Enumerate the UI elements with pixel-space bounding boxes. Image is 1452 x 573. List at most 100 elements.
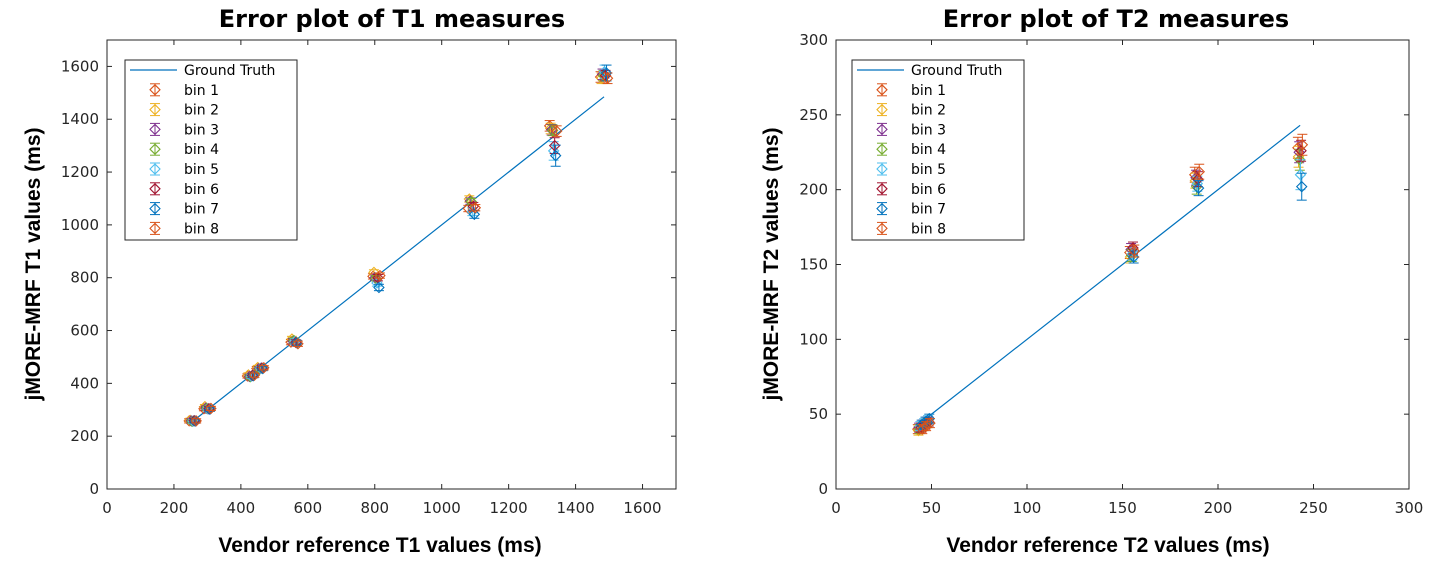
t1-diamond-marker (373, 281, 385, 294)
t1-legend-marker (149, 123, 161, 136)
t1-legend-marker (149, 163, 161, 175)
t1-x-tick-label: 400 (227, 499, 256, 517)
t1-diamond-marker (600, 67, 613, 79)
t2-y-tick-label: 200 (799, 181, 828, 199)
t1-bin-8-point (248, 369, 261, 381)
t2-legend-marker (876, 103, 888, 116)
t1-y-tick-label: 1600 (61, 57, 99, 75)
t1-legend-label: bin 2 (184, 103, 219, 119)
t2-ground-truth-line (919, 124, 1301, 424)
t2-bin-8-point (1128, 244, 1141, 258)
t2-diamond-marker (1295, 144, 1307, 157)
t1-diamond-marker (292, 337, 304, 350)
t2-y-tick-label: 150 (799, 256, 828, 274)
t2-legend-label: bin 4 (911, 142, 946, 158)
t2-x-tick-label: 0 (831, 499, 841, 517)
t1-bin-7-point (373, 281, 385, 294)
t1-diamond-marker (205, 402, 217, 415)
t2-legend-marker (876, 222, 888, 235)
t1-legend-box (124, 59, 298, 241)
t1-bin-8-point (292, 337, 304, 350)
t2-y-tick-label: 300 (799, 31, 828, 49)
t2-bin-8-point (1296, 133, 1309, 156)
t1-y-axis-label: jMORE-MRF T1 values (ms) (22, 127, 45, 401)
t2-diamond-marker (1192, 182, 1205, 194)
t1-chart: Error plot of T1 measures 0 200 400 600 800 1… (22, 5, 677, 557)
t1-legend-marker (149, 222, 161, 235)
t1-legend-marker (149, 183, 161, 195)
t2-legend-label: bin 2 (911, 103, 946, 119)
t1-x-tick-label: 1000 (423, 499, 461, 517)
t2-y-tick-label: 50 (809, 405, 828, 423)
t1-bin-7-point (549, 144, 562, 167)
t2-x-tick-label: 250 (1299, 499, 1328, 517)
t1-legend-label: bin 4 (184, 142, 219, 158)
t1-diamond-marker (190, 415, 202, 427)
t2-diamond-marker (1127, 251, 1140, 263)
t1-x-tick-label: 1200 (490, 499, 528, 517)
t2-x-tick-label: 300 (1395, 499, 1424, 517)
t1-x-tick-label: 0 (102, 499, 112, 517)
t2-legend-label: bin 3 (911, 122, 946, 138)
t1-bin-8-point (469, 201, 482, 214)
t2-legend-marker (876, 84, 888, 96)
t1-legend-label: bin 1 (184, 83, 219, 99)
t1-legend-marker (149, 84, 161, 96)
t2-bin-7-point (1192, 180, 1205, 197)
t1-diamond-marker (258, 361, 270, 374)
t1-y-tick-label: 800 (70, 269, 99, 287)
t1-bin-8-point (374, 269, 386, 282)
t1-legend-label: bin 3 (184, 122, 219, 138)
t1-legend-label: bin 7 (184, 202, 219, 218)
t2-y-tick-label: 250 (799, 106, 828, 124)
t1-legend-label: bin 8 (184, 221, 219, 237)
t1-chart-title: Error plot of T1 measures (219, 5, 565, 33)
t2-legend-marker (876, 143, 888, 155)
t2-diamond-marker (1128, 245, 1141, 257)
t1-y-tick-label: 200 (70, 427, 99, 445)
t1-legend-label: Ground Truth (184, 63, 275, 79)
t2-diamond-marker (1193, 165, 1206, 178)
t1-diamond-marker (548, 139, 561, 152)
t2-chart-title: Error plot of T2 measures (943, 5, 1289, 33)
t2-y-tick-label: 0 (818, 480, 828, 498)
t2-legend-label: bin 7 (911, 202, 946, 218)
t1-x-axis-label: Vendor reference T1 values (ms) (218, 534, 541, 557)
t1-bin-8-point (550, 125, 563, 137)
t2-legend-label: Ground Truth (911, 63, 1002, 79)
t2-legend-box (851, 59, 1025, 241)
t2-legend-label: bin 6 (911, 182, 946, 198)
t1-bin-8-point (205, 402, 217, 415)
t1-diamond-marker (550, 125, 563, 137)
t2-x-tick-label: 50 (922, 499, 941, 517)
t1-legend-label: bin 5 (184, 162, 219, 178)
t1-x-tick-label: 600 (294, 499, 323, 517)
t2-diamond-marker (1126, 248, 1139, 260)
t1-y-tick-label: 600 (70, 322, 99, 340)
t2-x-tick-label: 100 (1013, 499, 1042, 517)
t2-y-tick-label: 100 (799, 330, 828, 348)
t2-legend-marker (876, 202, 888, 215)
t1-diamond-marker (370, 272, 382, 285)
t1-legend-marker (149, 103, 161, 116)
t2-legend-marker (876, 123, 888, 136)
t1-diamond-marker (248, 369, 261, 381)
t2-chart: Error plot of T2 measures 0 50 100 150 200 25… (760, 5, 1423, 557)
t1-legend: Ground Truth bin 1 bin 2 bin 3 bin 4 bin 5 bin… (124, 59, 298, 241)
t1-bin-8-point (601, 72, 614, 85)
t2-bin-8-point (924, 417, 936, 429)
t1-legend-marker (149, 202, 161, 215)
t1-x-tick-label: 800 (360, 499, 389, 517)
t2-legend-label: bin 1 (911, 83, 946, 99)
t1-x-tick-label: 200 (160, 499, 189, 517)
t1-diamond-marker (469, 201, 482, 214)
t1-legend-marker (149, 143, 161, 155)
t1-x-tick-label: 1400 (556, 499, 594, 517)
t2-x-tick-label: 200 (1204, 499, 1233, 517)
t2-y-axis-label: jMORE-MRF T2 values (ms) (760, 127, 783, 401)
t2-legend-label: bin 8 (911, 221, 946, 237)
t1-y-tick-label: 1000 (61, 216, 99, 234)
t1-y-tick-label: 1400 (61, 110, 99, 128)
t2-diamond-marker (1296, 138, 1309, 151)
t2-bin-8-point (1193, 163, 1206, 180)
